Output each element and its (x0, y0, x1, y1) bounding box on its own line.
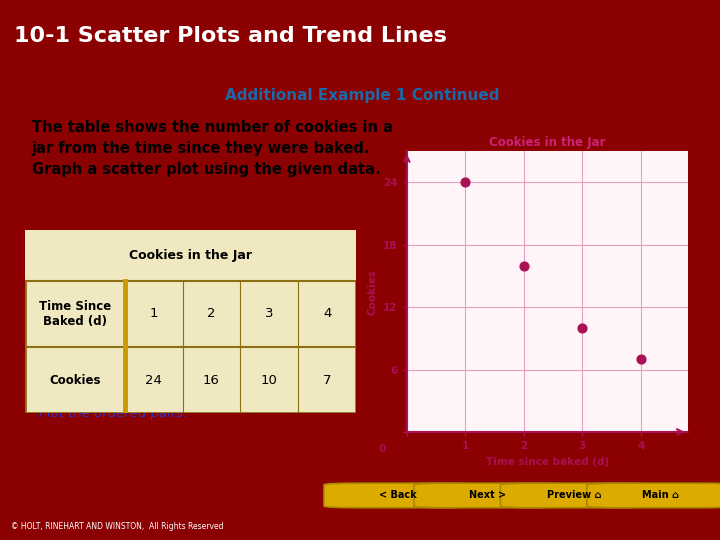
Text: 3: 3 (265, 307, 274, 320)
Text: The table shows the number of cookies in a
jar from the time since they were bak: The table shows the number of cookies in… (32, 120, 392, 178)
Text: 2: 2 (207, 307, 216, 320)
Text: Cookies: Cookies (49, 374, 101, 387)
Point (459, 178, 471, 187)
Point (635, 355, 647, 363)
Text: Plot the ordered pairs.: Plot the ordered pairs. (39, 407, 187, 420)
Bar (25, 230, 356, 281)
Text: Cookies in the Jar: Cookies in the Jar (130, 249, 252, 262)
Text: Main ⌂: Main ⌂ (642, 490, 679, 501)
Text: 7: 7 (323, 374, 332, 387)
Point (518, 261, 529, 270)
FancyBboxPatch shape (324, 483, 472, 508)
X-axis label: Time since baked (d): Time since baked (d) (485, 457, 609, 467)
FancyBboxPatch shape (500, 483, 648, 508)
Text: 4: 4 (323, 307, 332, 320)
Text: 0: 0 (379, 444, 386, 455)
Text: Time Since
Baked (d): Time Since Baked (d) (39, 300, 111, 328)
Text: © HOLT, RINEHART AND WINSTON,  All Rights Reserved: © HOLT, RINEHART AND WINSTON, All Rights… (11, 522, 223, 531)
Text: 1: 1 (149, 307, 158, 320)
Text: Preview ⌂: Preview ⌂ (547, 490, 601, 501)
Title: Cookies in the Jar: Cookies in the Jar (489, 136, 606, 148)
Text: Next >: Next > (469, 490, 506, 501)
Text: 10: 10 (261, 374, 278, 387)
FancyBboxPatch shape (587, 483, 720, 508)
Point (577, 323, 588, 332)
Text: < Back: < Back (379, 490, 417, 501)
FancyBboxPatch shape (414, 483, 562, 508)
Y-axis label: Cookies: Cookies (368, 268, 377, 315)
Text: 16: 16 (203, 374, 220, 387)
Text: 10-1 Scatter Plots and Trend Lines: 10-1 Scatter Plots and Trend Lines (14, 25, 447, 46)
Text: Additional Example 1 Continued: Additional Example 1 Continued (225, 88, 499, 103)
Text: 24: 24 (145, 374, 162, 387)
